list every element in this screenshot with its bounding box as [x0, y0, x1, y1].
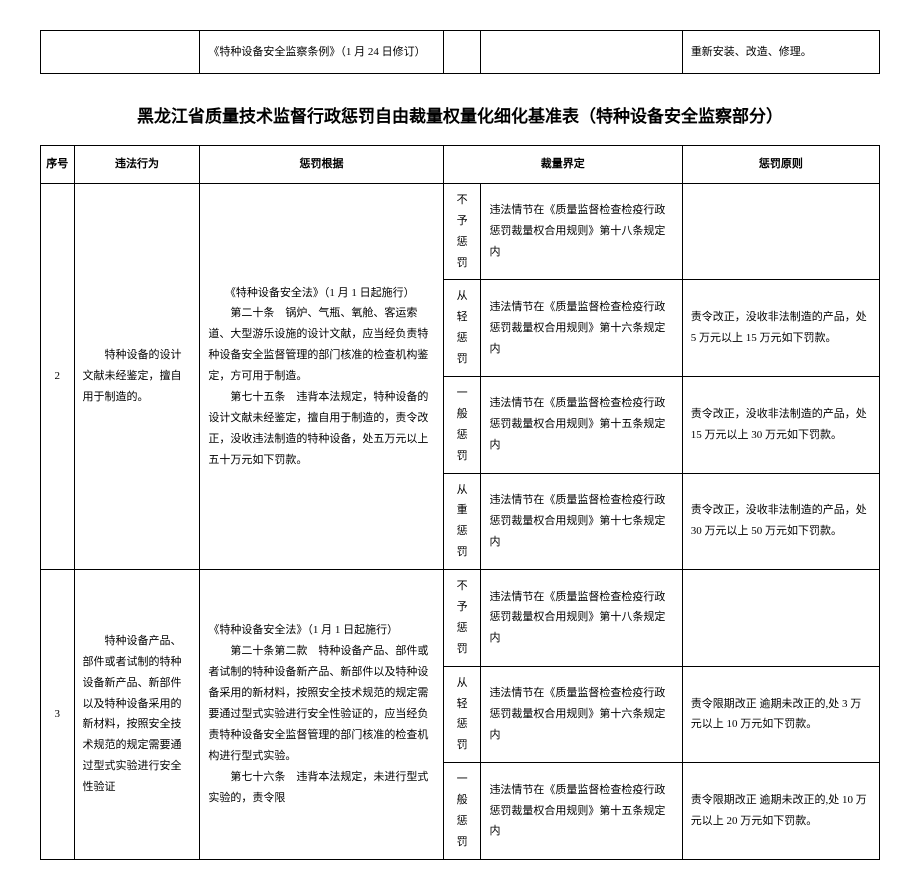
cell-basis: 《特种设备安全法》（1 月 1 日起施行） 第二十条第二款 特种设备产品、部件或…	[200, 570, 443, 860]
cell-level: 从轻惩罚	[443, 666, 481, 763]
cell-level: 不予惩罚	[443, 183, 481, 280]
cell-level: 从轻惩罚	[443, 280, 481, 377]
cell-empty	[481, 31, 682, 74]
cell-level: 从重惩罚	[443, 473, 481, 570]
cell-scope: 违法情节在《质量监督检查检疫行政惩罚裁量权合用规则》第十七条规定内	[481, 473, 682, 570]
cell-principle: 责令限期改正 逾期未改正的,处 10 万元以上 20 万元如下罚款。	[682, 763, 879, 860]
cell-principle	[682, 570, 879, 667]
page-title: 黑龙江省质量技术监督行政惩罚自由裁量权量化细化基准表（特种设备安全监察部分）	[40, 102, 880, 127]
cell-act: 特种设备产品、部件或者试制的特种设备新产品、新部件以及特种设备采用的新材料，按照…	[74, 570, 200, 860]
header-row: 序号 违法行为 惩罚根据 裁量界定 惩罚原则	[41, 146, 880, 184]
table-row: 3 特种设备产品、部件或者试制的特种设备新产品、新部件以及特种设备采用的新材料，…	[41, 570, 880, 667]
cell-scope: 违法情节在《质量监督检查检疫行政惩罚裁量权合用规则》第十八条规定内	[481, 570, 682, 667]
cell-basis: 《特种设备安全监察条例》（1 月 24 日修订）	[200, 31, 443, 74]
cell-seq: 3	[41, 570, 75, 860]
cell-scope: 违法情节在《质量监督检查检疫行政惩罚裁量权合用规则》第十五条规定内	[481, 763, 682, 860]
header-scope: 裁量界定	[443, 146, 682, 184]
cell-basis: 《特种设备安全法》（1 月 1 日起施行） 第二十条 锅炉、气瓶、氧舱、客运索道…	[200, 183, 443, 569]
cell-principle	[682, 183, 879, 280]
main-table: 序号 违法行为 惩罚根据 裁量界定 惩罚原则 2 特种设备的设计文献未经鉴定，擅…	[40, 145, 880, 860]
header-seq: 序号	[41, 146, 75, 184]
cell-act: 特种设备的设计文献未经鉴定，擅自用于制造的。	[74, 183, 200, 569]
table-row: 《特种设备安全监察条例》（1 月 24 日修订） 重新安装、改造、修理。	[41, 31, 880, 74]
cell-principle: 责令改正，没收非法制造的产品，处 30 万元以上 50 万元如下罚款。	[682, 473, 879, 570]
cell-scope: 违法情节在《质量监督检查检疫行政惩罚裁量权合用规则》第十五条规定内	[481, 377, 682, 474]
cell-level: 一般惩罚	[443, 763, 481, 860]
cell-principle: 责令改正，没收非法制造的产品，处 15 万元以上 30 万元如下罚款。	[682, 377, 879, 474]
header-basis: 惩罚根据	[200, 146, 443, 184]
cell-principle: 责令限期改正 逾期未改正的,处 3 万元以上 10 万元如下罚款。	[682, 666, 879, 763]
cell-level: 一般惩罚	[443, 377, 481, 474]
table-row: 2 特种设备的设计文献未经鉴定，擅自用于制造的。 《特种设备安全法》（1 月 1…	[41, 183, 880, 280]
top-fragment-table: 《特种设备安全监察条例》（1 月 24 日修订） 重新安装、改造、修理。	[40, 30, 880, 74]
header-act: 违法行为	[74, 146, 200, 184]
cell-empty	[443, 31, 481, 74]
cell-principle: 重新安装、改造、修理。	[682, 31, 879, 74]
header-principle: 惩罚原则	[682, 146, 879, 184]
cell-principle: 责令改正，没收非法制造的产品，处 5 万元以上 15 万元如下罚款。	[682, 280, 879, 377]
cell-scope: 违法情节在《质量监督检查检疫行政惩罚裁量权合用规则》第十八条规定内	[481, 183, 682, 280]
cell-empty	[41, 31, 200, 74]
cell-level: 不予惩罚	[443, 570, 481, 667]
cell-seq: 2	[41, 183, 75, 569]
cell-scope: 违法情节在《质量监督检查检疫行政惩罚裁量权合用规则》第十六条规定内	[481, 280, 682, 377]
cell-scope: 违法情节在《质量监督检查检疫行政惩罚裁量权合用规则》第十六条规定内	[481, 666, 682, 763]
